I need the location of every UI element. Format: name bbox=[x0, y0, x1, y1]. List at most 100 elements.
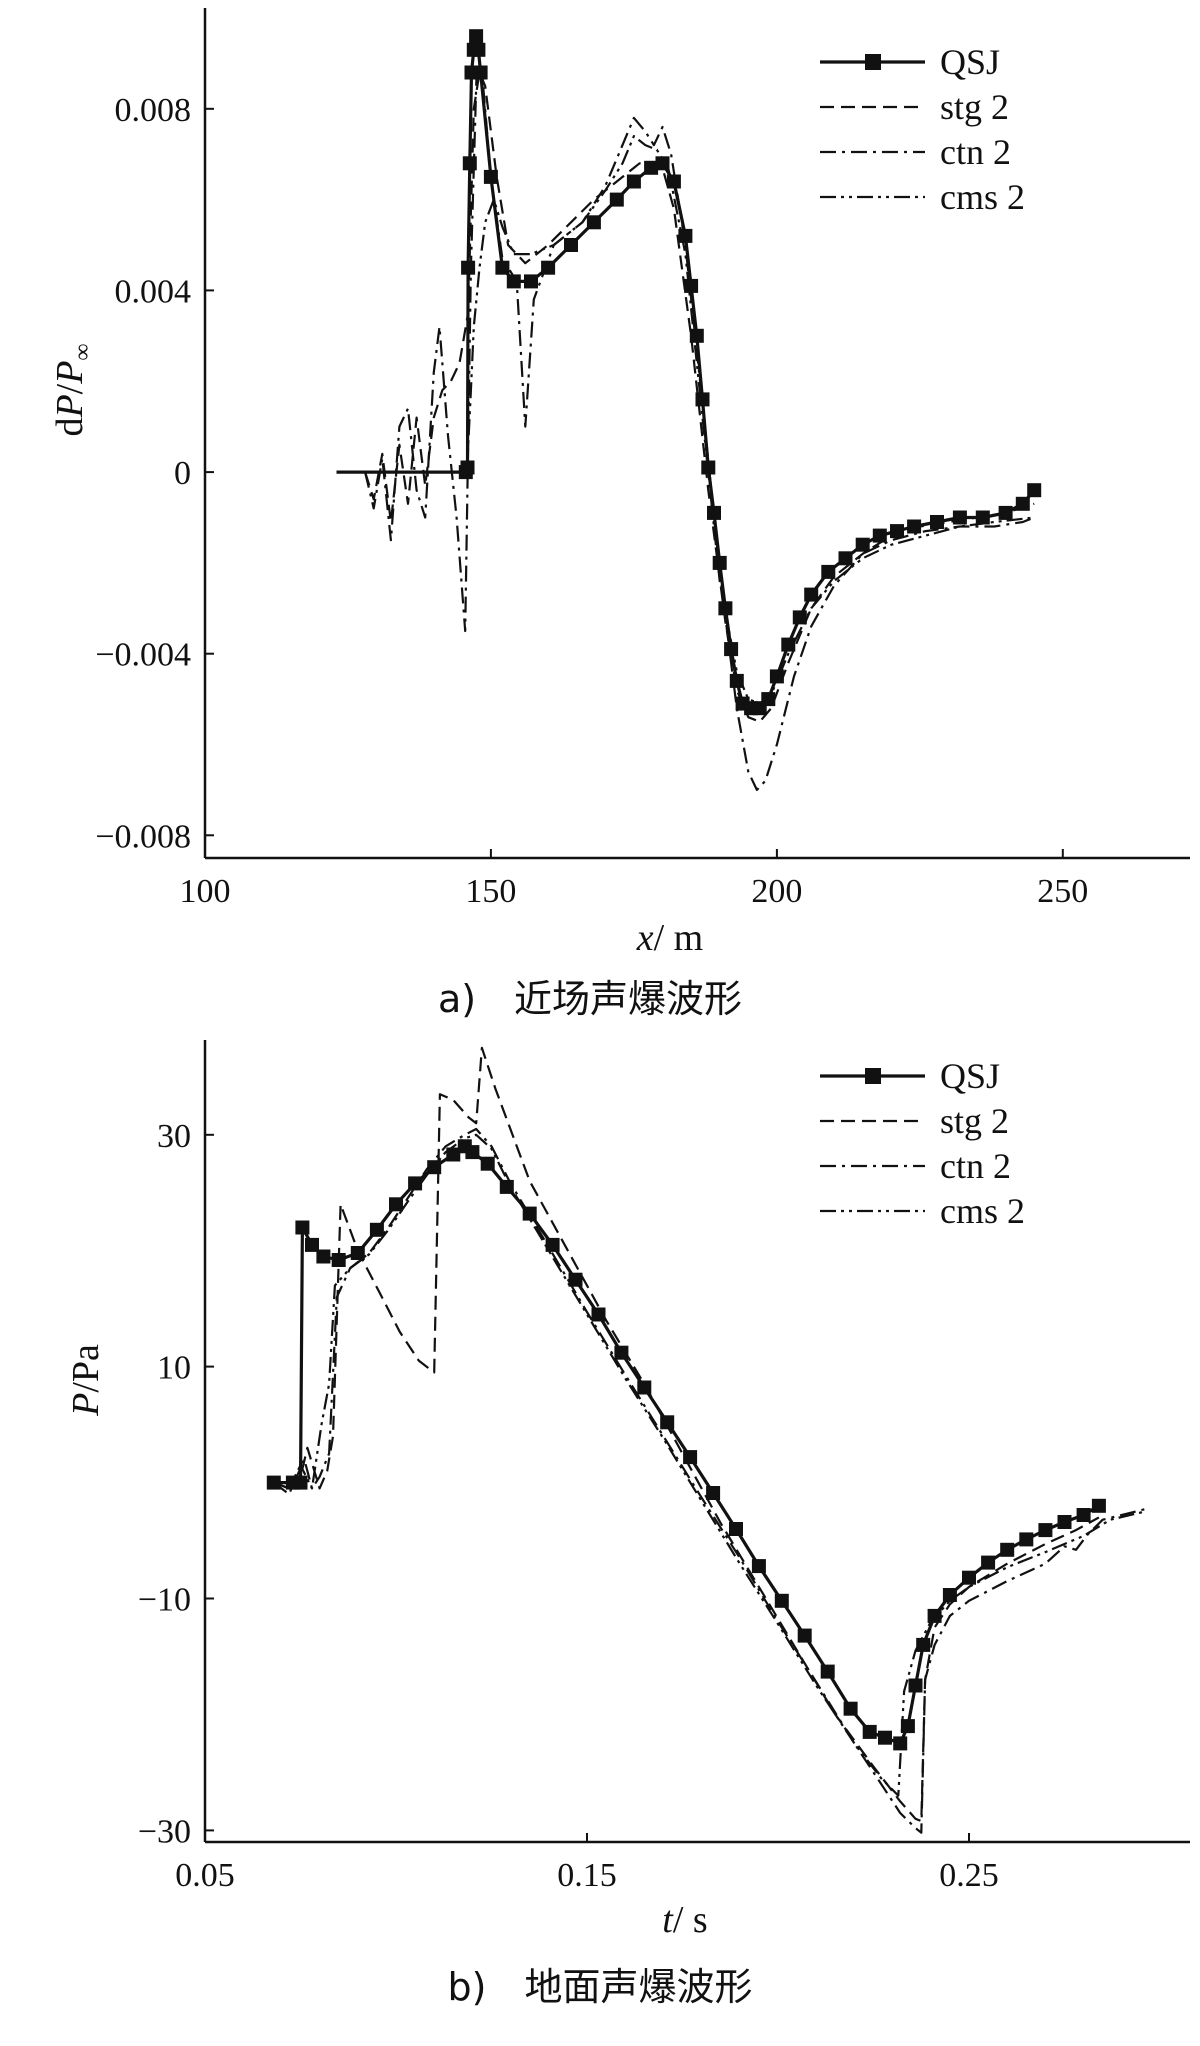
panel-a-series-qsj-marker bbox=[495, 260, 510, 275]
panel-a-x-tick-label: 200 bbox=[751, 873, 802, 910]
panel-b-series-qsj-marker bbox=[751, 1559, 766, 1574]
panel-b-series-qsj-marker bbox=[1000, 1542, 1015, 1557]
panel-b-legend-cms-2-label: cms 2 bbox=[940, 1191, 1025, 1231]
panel-a-legend-qsj-label: QSJ bbox=[940, 42, 1000, 82]
panel-a-series-qsj-marker bbox=[761, 692, 776, 707]
panel-b-y-var: P bbox=[65, 1393, 107, 1417]
panel-a-series-qsj-marker bbox=[506, 274, 521, 289]
panel-b-series-qsj-marker bbox=[660, 1415, 675, 1430]
panel-b-series-qsj-marker bbox=[820, 1664, 835, 1679]
panel-b-x-tick-label: 0.25 bbox=[939, 1857, 999, 1894]
panel-a-series-qsj-marker bbox=[524, 274, 538, 289]
panel-b-caption: b) 地面声爆波形 bbox=[448, 1965, 753, 2009]
panel-b-series-qsj-marker bbox=[1019, 1532, 1034, 1547]
panel-a-y-tick-label: 0.004 bbox=[115, 273, 192, 310]
panel-b-series-qsj-marker bbox=[545, 1237, 560, 1252]
panel-b-series-qsj-marker bbox=[614, 1345, 629, 1360]
panel-a-y-label: dP/P∞ bbox=[49, 343, 96, 436]
panel-b-series-qsj-marker bbox=[316, 1249, 331, 1264]
panel-b-series-qsj-marker bbox=[927, 1608, 942, 1623]
panel-b-series-qsj-marker bbox=[591, 1307, 606, 1322]
panel-a-series-qsj-marker bbox=[792, 610, 807, 625]
panel-a-series-qsj-marker bbox=[609, 192, 624, 207]
panel-b-x-var: t bbox=[662, 1899, 674, 1941]
panel-a-series-qsj-marker bbox=[821, 564, 836, 579]
panel-b-x-tick-label: 0.05 bbox=[175, 1857, 235, 1894]
panel-b-y-sep: / bbox=[65, 1382, 107, 1393]
panel-b-series-qsj-marker bbox=[480, 1156, 495, 1171]
panel-a-y-sep: / bbox=[49, 383, 91, 394]
panel-b-series-qsj-marker bbox=[908, 1678, 923, 1693]
panel-b-series-qsj-marker bbox=[916, 1637, 931, 1652]
panel-b-y-unit: Pa bbox=[65, 1344, 107, 1382]
panel-a-series-qsj-marker bbox=[586, 215, 601, 230]
panel-b-legend-stg-2-label: stg 2 bbox=[940, 1101, 1009, 1141]
panel-a-series-qsj-line bbox=[336, 34, 1036, 710]
panel-b-series-qsj-marker bbox=[729, 1522, 743, 1536]
panel-a-series-qsj-marker bbox=[855, 537, 870, 552]
panel-b-series-stg-2-line bbox=[273, 1046, 1100, 1823]
panel-a-series-cms-2-line bbox=[465, 135, 1035, 705]
panel-b-series-qsj-marker bbox=[1038, 1523, 1053, 1538]
panel-a-x-label: x/ m bbox=[636, 917, 704, 959]
panel-b-series-qsj-marker bbox=[981, 1555, 996, 1570]
panel-b-series-qsj-marker bbox=[1076, 1508, 1091, 1522]
panel-a-series-qsj-marker bbox=[1027, 483, 1042, 498]
panel-b-y-tick-label: −30 bbox=[138, 1813, 191, 1850]
panel-a-legend-qsj-marker bbox=[865, 54, 881, 70]
panel-b-y-tick-label: 10 bbox=[157, 1350, 191, 1387]
panel-a-y-prefix: d bbox=[49, 418, 91, 437]
panel-a-series-qsj-marker bbox=[838, 551, 853, 566]
panel-a-series-qsj-marker bbox=[781, 637, 796, 652]
panel-a-series-qsj-marker bbox=[626, 174, 641, 189]
panel-b-series-qsj-marker bbox=[293, 1475, 308, 1490]
panel-b-series-qsj-marker bbox=[305, 1237, 319, 1252]
panel-a-legend-cms-2-label: cms 2 bbox=[940, 177, 1025, 217]
panel-a-x-var: x bbox=[636, 917, 654, 959]
panel-a-near-field-chart: 100 150 200 250 0.008 0.004 0 −0.004 −0.008 QSJ s… bbox=[49, 8, 1190, 1021]
panel-b-legend-qsj-marker bbox=[865, 1068, 881, 1084]
panel-a-caption: a) 近场声爆波形 bbox=[438, 977, 742, 1021]
panel-b-series-qsj-marker bbox=[369, 1222, 384, 1237]
panel-a-series-qsj-marker bbox=[678, 228, 693, 243]
panel-b-series-qsj-marker bbox=[683, 1450, 698, 1465]
panel-a-y-tick-label: 0.008 bbox=[115, 92, 192, 129]
panel-a-x-tick-label: 100 bbox=[180, 873, 231, 910]
panel-b-series-cms-2-line bbox=[273, 1133, 1145, 1797]
panel-b-ground-chart: 0.05 0.15 0.25 30 10 −10 −30 QSJ stg 2 ctn 2 cms … bbox=[65, 1040, 1190, 2009]
panel-a-series-qsj-marker bbox=[872, 528, 887, 543]
panel-a-series-qsj-marker bbox=[724, 642, 739, 657]
panel-a-y-tick-label: 0 bbox=[174, 455, 191, 492]
panel-a-series-qsj-marker bbox=[471, 42, 486, 57]
panel-b-series-qsj-marker bbox=[1091, 1498, 1106, 1513]
panel-a-y-var: P bbox=[49, 394, 91, 418]
panel-b-y-tick-label: 30 bbox=[157, 1118, 191, 1155]
panel-a-y-sub: ∞ bbox=[70, 343, 96, 360]
panel-b-legend-qsj-label: QSJ bbox=[940, 1056, 1000, 1096]
panel-b-series-qsj-marker bbox=[862, 1724, 877, 1739]
panel-a-x-unit: / m bbox=[654, 917, 704, 959]
panel-b-series-qsj-marker bbox=[962, 1570, 976, 1585]
panel-a-series-qsj-marker bbox=[804, 587, 819, 602]
panel-b-series-qsj-marker bbox=[706, 1486, 721, 1500]
panel-b-series-qsj-marker bbox=[797, 1628, 812, 1643]
panel-b-series-qsj-marker bbox=[878, 1730, 892, 1745]
panel-a-series-qsj-marker bbox=[930, 515, 944, 529]
panel-a-series-qsj-marker bbox=[469, 29, 484, 44]
panel-a-series-qsj-marker bbox=[695, 392, 710, 407]
panel-b-series-qsj-marker bbox=[893, 1736, 908, 1751]
panel-a-x-tick-label: 250 bbox=[1037, 873, 1088, 910]
panel-a-series-qsj-marker bbox=[461, 260, 476, 275]
panel-a-legend-ctn-2-label: ctn 2 bbox=[940, 132, 1011, 172]
panel-a-y-den: P bbox=[49, 361, 91, 385]
panel-b-series-qsj-marker bbox=[465, 1145, 480, 1160]
panel-b-x-unit: / s bbox=[673, 1899, 708, 1941]
panel-a-series-qsj-marker bbox=[564, 238, 578, 252]
panel-b-y-tick-label: −10 bbox=[138, 1582, 191, 1619]
panel-b-series-ctn-2-line bbox=[273, 1127, 1145, 1834]
panel-a-legend-stg-2-label: stg 2 bbox=[940, 87, 1009, 127]
panel-a-series-qsj-marker bbox=[952, 510, 967, 525]
panel-b-y-label: P/Pa bbox=[65, 1344, 107, 1417]
panel-b-x-tick-label: 0.15 bbox=[557, 1857, 617, 1894]
